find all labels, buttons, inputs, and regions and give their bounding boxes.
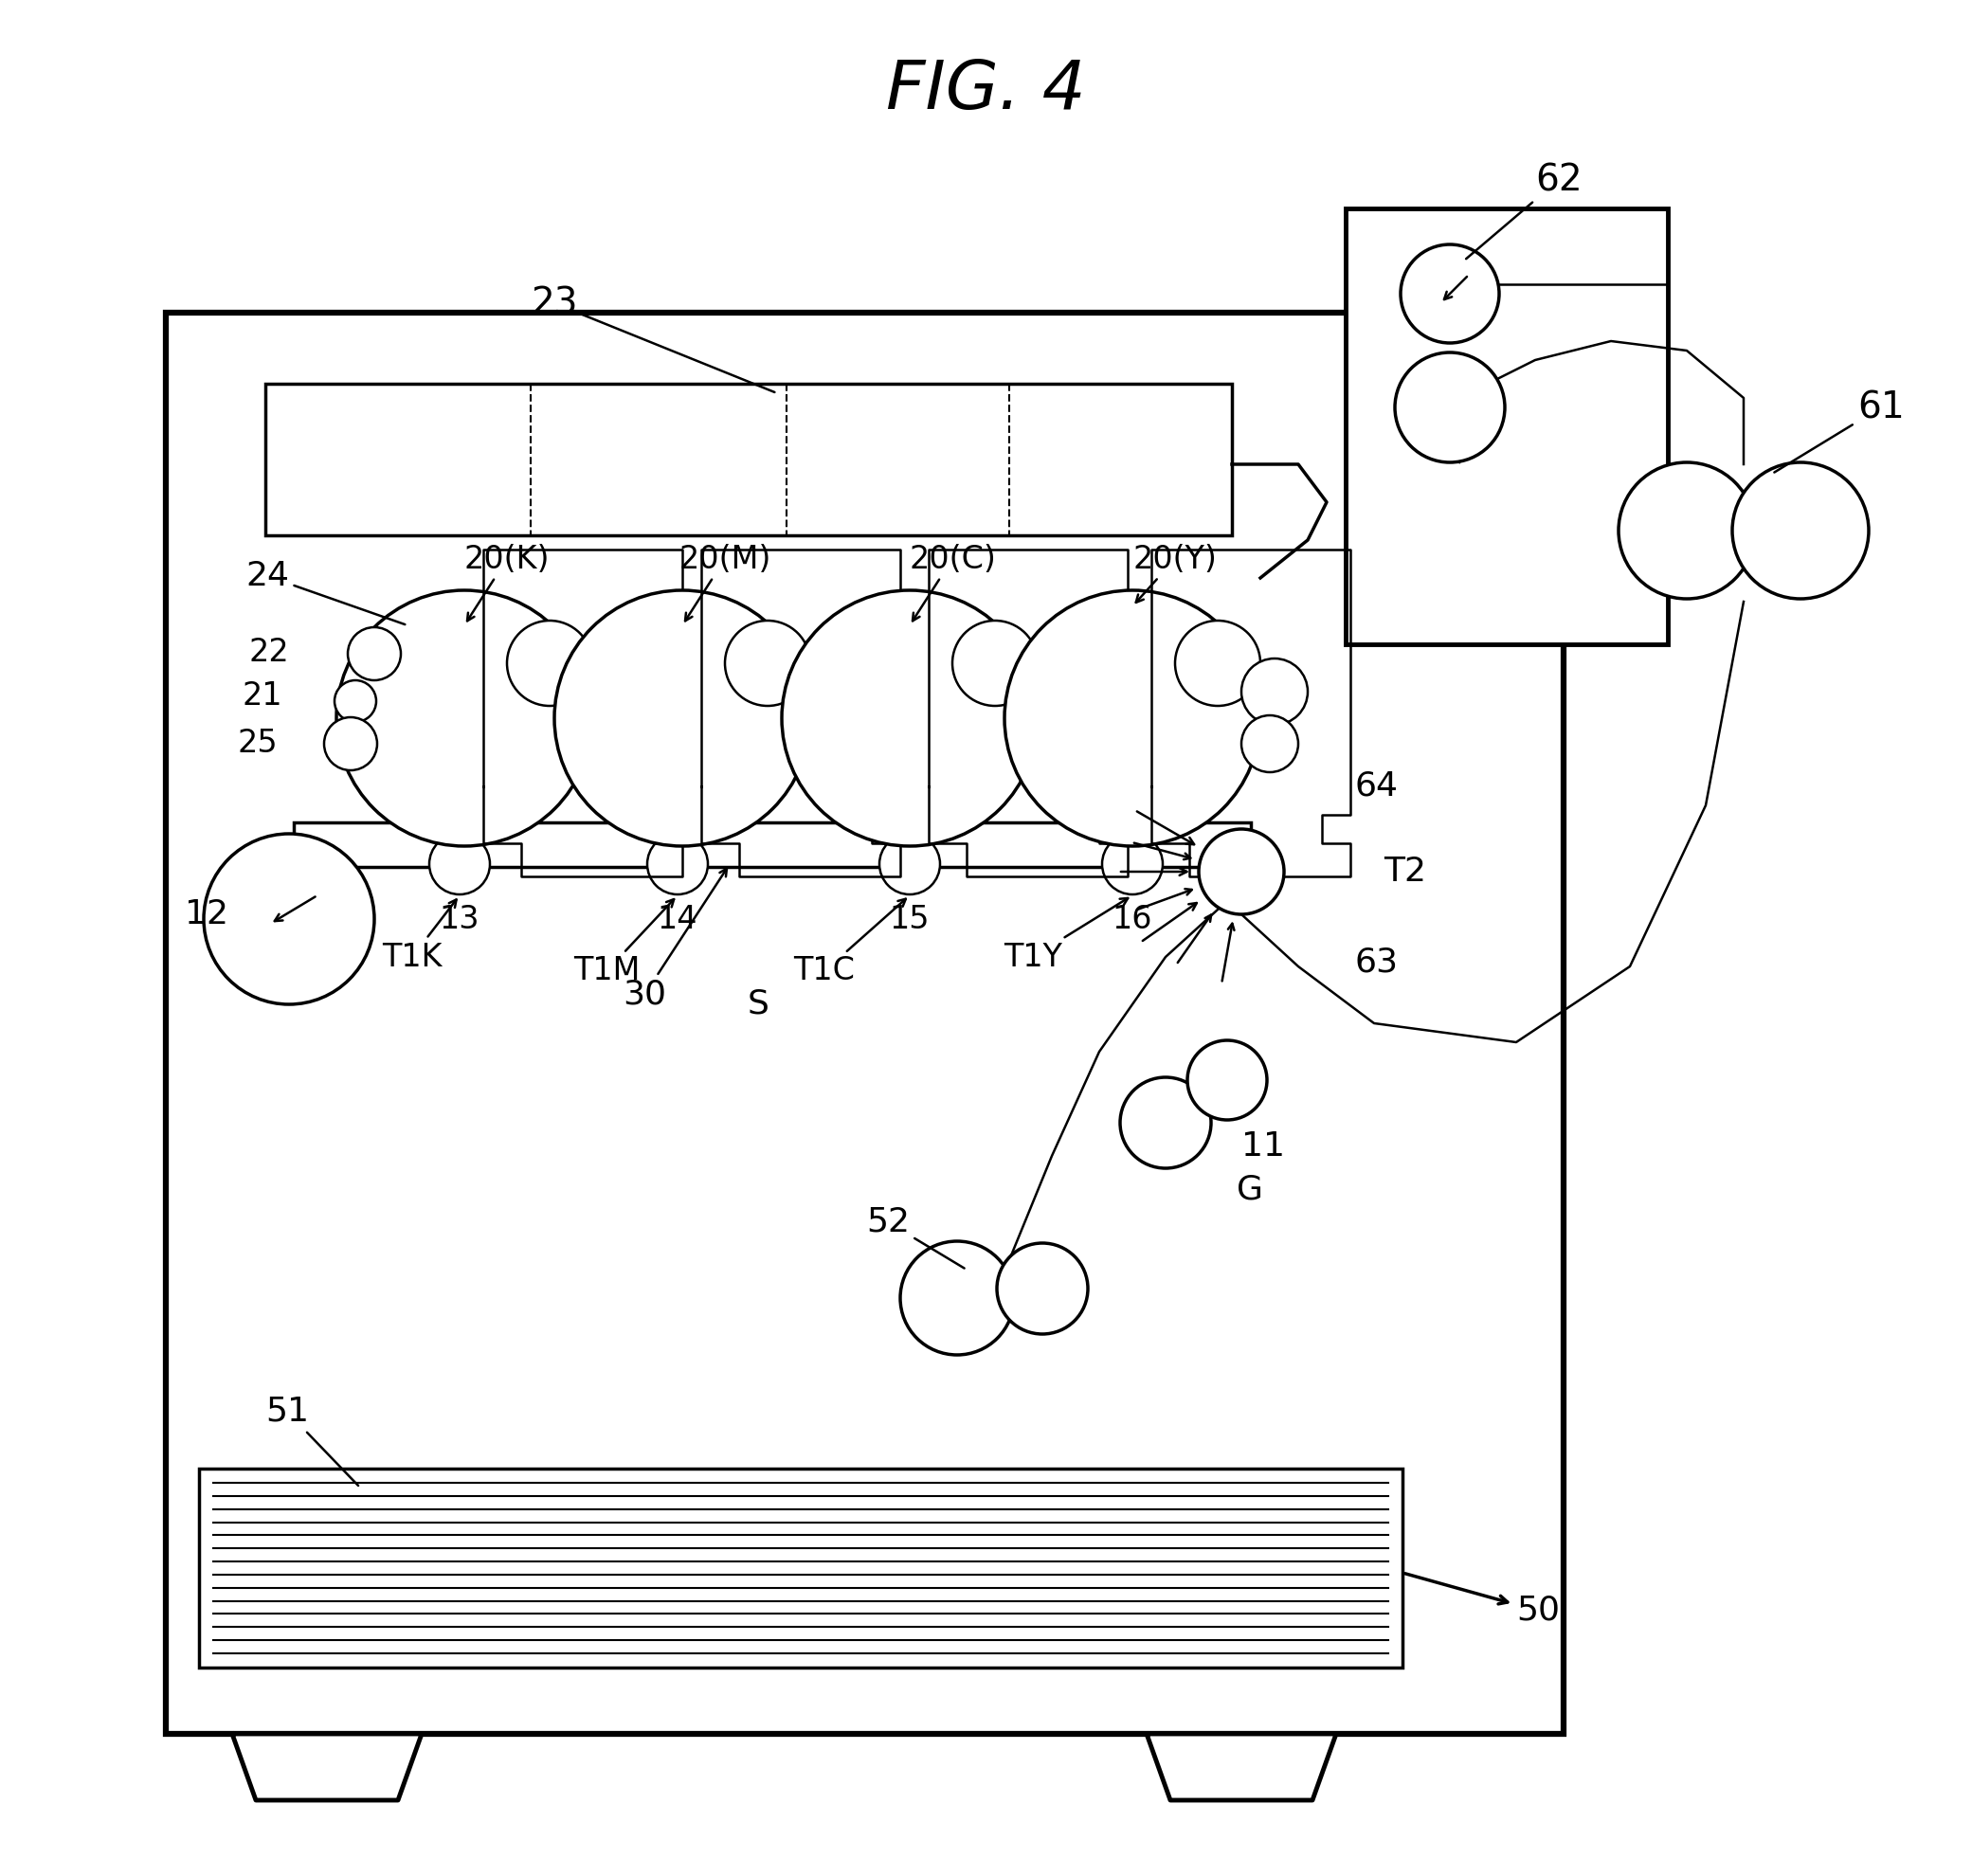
Text: T1C: T1C <box>793 899 905 987</box>
Circle shape <box>952 621 1037 705</box>
Text: 22: 22 <box>248 636 290 668</box>
Text: FIG. 4: FIG. 4 <box>885 58 1085 122</box>
Circle shape <box>880 833 941 895</box>
Circle shape <box>1394 353 1505 461</box>
Circle shape <box>1731 461 1869 598</box>
Text: T2: T2 <box>1384 855 1426 887</box>
Bar <box>1345 208 1668 643</box>
Circle shape <box>901 1242 1014 1354</box>
Text: 16: 16 <box>1112 904 1152 934</box>
Circle shape <box>1120 1077 1211 1169</box>
Circle shape <box>574 658 639 724</box>
Text: 63: 63 <box>1355 946 1398 977</box>
Polygon shape <box>1146 1733 1337 1801</box>
Bar <box>199 1469 1402 1668</box>
Circle shape <box>1004 591 1260 846</box>
Text: 23: 23 <box>530 285 775 392</box>
Text: 62: 62 <box>1465 161 1582 259</box>
Text: T1Y: T1Y <box>1004 899 1128 972</box>
Circle shape <box>647 833 708 895</box>
Text: 24: 24 <box>245 559 404 625</box>
Text: 30: 30 <box>623 869 728 1011</box>
Circle shape <box>347 627 400 681</box>
Text: 52: 52 <box>866 1206 964 1268</box>
Bar <box>266 385 1232 535</box>
Text: 25: 25 <box>237 728 278 760</box>
Circle shape <box>1400 244 1499 343</box>
Circle shape <box>791 658 858 724</box>
Circle shape <box>1242 715 1298 773</box>
Circle shape <box>1020 658 1085 724</box>
Text: 20(M): 20(M) <box>678 544 771 621</box>
Circle shape <box>726 621 810 705</box>
Circle shape <box>1242 658 1307 724</box>
Text: 13: 13 <box>440 904 479 934</box>
Circle shape <box>337 591 592 846</box>
Circle shape <box>203 833 375 1004</box>
Text: 50: 50 <box>1404 1574 1560 1626</box>
Text: 14: 14 <box>657 904 698 934</box>
Circle shape <box>1619 461 1755 598</box>
Text: 12: 12 <box>185 899 229 930</box>
Text: 20(K): 20(K) <box>463 544 550 621</box>
Circle shape <box>430 833 489 895</box>
Circle shape <box>574 715 631 773</box>
Circle shape <box>1175 621 1260 705</box>
Text: 20(Y): 20(Y) <box>1134 544 1217 602</box>
Text: 64: 64 <box>1355 771 1398 803</box>
Bar <box>166 313 1564 1733</box>
Circle shape <box>323 717 377 771</box>
Circle shape <box>791 715 848 773</box>
Circle shape <box>1187 1041 1266 1120</box>
Text: G: G <box>1236 1172 1264 1204</box>
Circle shape <box>335 681 377 722</box>
Bar <box>294 822 1250 867</box>
Circle shape <box>1102 833 1163 895</box>
Circle shape <box>998 1244 1089 1334</box>
Circle shape <box>1020 715 1075 773</box>
Circle shape <box>1199 829 1284 914</box>
Text: S: S <box>747 989 769 1021</box>
Text: 20(C): 20(C) <box>909 544 996 621</box>
Circle shape <box>781 591 1037 846</box>
Circle shape <box>554 591 810 846</box>
Polygon shape <box>233 1733 422 1801</box>
Text: 21: 21 <box>243 681 282 713</box>
Text: 51: 51 <box>266 1396 359 1486</box>
Text: T1K: T1K <box>383 900 456 972</box>
Text: 61: 61 <box>1775 390 1905 473</box>
Text: T1M: T1M <box>574 899 674 987</box>
Circle shape <box>507 621 592 705</box>
Text: 11: 11 <box>1242 1131 1286 1163</box>
Text: 15: 15 <box>889 904 931 934</box>
